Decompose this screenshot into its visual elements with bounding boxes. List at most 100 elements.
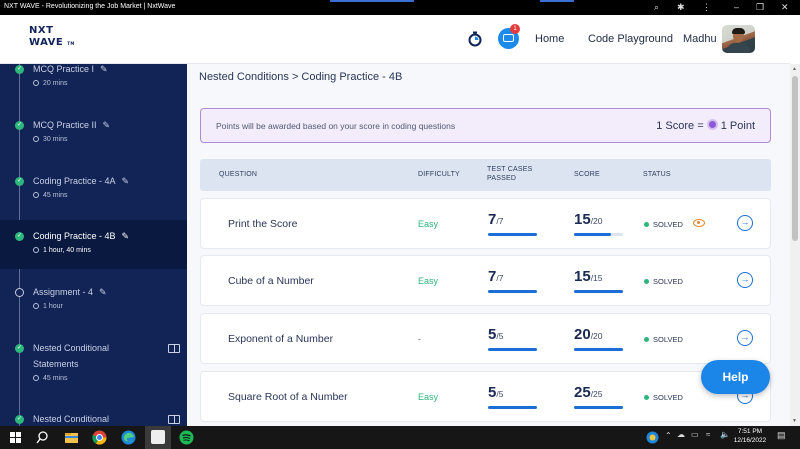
clock-time[interactable]: 7:51 PM (737, 428, 763, 435)
spotify-icon[interactable] (179, 430, 194, 445)
cloud-icon[interactable]: ☁ (677, 430, 685, 439)
sidebar-item-coding-practice-4a[interactable]: ✓ Coding Practice - 4A ✎ 45 mins (0, 168, 187, 218)
test-cases-progress-fill (488, 348, 537, 351)
test-cases-passed: 7/7 (488, 211, 503, 228)
nxtwave-app-icon (151, 430, 165, 444)
check-icon: ✓ (15, 121, 24, 130)
restore-icon[interactable]: ❐ (756, 2, 765, 12)
clock-icon (33, 303, 39, 309)
score-count: 20 (574, 326, 591, 343)
wifi-icon[interactable]: ≈ (706, 430, 711, 439)
question-title[interactable]: Square Root of a Number (228, 391, 348, 403)
table-row[interactable]: Exponent of a Number - 5/5 20/20 SOLVED → (200, 313, 771, 364)
sidebar-item-nested-conditional[interactable]: ✓ Nested Conditional (0, 406, 187, 426)
table-row[interactable]: Cube of a Number Easy 7/7 15/15 SOLVED → (200, 255, 771, 306)
window-title: NXT WAVE - Revolutionizing the Job Marke… (4, 3, 176, 10)
question-title[interactable]: Exponent of a Number (228, 333, 334, 345)
edit-icon[interactable]: ✎ (121, 176, 130, 186)
score-total: /15 (590, 273, 603, 283)
edit-icon[interactable]: ✎ (100, 64, 108, 74)
nav-code-playground[interactable]: Code Playground (588, 33, 674, 45)
scrollbar-thumb[interactable] (792, 76, 798, 241)
close-icon[interactable]: ✕ (781, 2, 789, 12)
question-title[interactable]: Print the Score (228, 218, 298, 230)
edit-icon[interactable]: ✎ (99, 287, 107, 297)
points-info-banner: Points will be awarded based on your sco… (200, 108, 771, 143)
main-content: Nested Conditions > Coding Practice - 4B… (187, 64, 790, 426)
chrome-icon[interactable] (92, 430, 107, 445)
test-cases-count: 7 (488, 268, 497, 285)
sidebar-item-label: Nested Conditional (33, 414, 110, 424)
clock-icon (33, 80, 39, 86)
question-title[interactable]: Cube of a Number (228, 275, 314, 287)
score-count: 15 (574, 211, 591, 228)
arrow-right-icon[interactable]: → (737, 330, 753, 346)
book-icon[interactable] (168, 344, 180, 353)
test-cases-progress-fill (488, 406, 537, 409)
score-progress-bar (574, 233, 623, 236)
status-badge: SOLVED (644, 393, 683, 402)
chat-icon[interactable]: 1 (498, 24, 520, 49)
book-icon[interactable] (168, 415, 180, 424)
battery-icon[interactable]: ▭ (691, 430, 699, 439)
score-progress-fill (574, 233, 611, 236)
notifications-icon[interactable]: ▤ (777, 430, 786, 440)
test-cases-progress-fill (488, 290, 537, 293)
nxtwave-logo[interactable]: NXT WAVE TM (29, 25, 75, 50)
test-cases-count: 7 (488, 211, 497, 228)
sidebar-item-duration: 30 mins (43, 136, 68, 143)
edge-icon[interactable] (121, 430, 136, 445)
status-badge: SOLVED (644, 277, 683, 286)
check-icon: ✓ (15, 177, 24, 186)
search-icon[interactable] (36, 430, 49, 445)
file-explorer-icon[interactable] (64, 430, 79, 445)
help-button[interactable]: Help (701, 360, 770, 394)
page-scrollbar[interactable]: ▲ ▼ (790, 64, 800, 426)
sidebar-item-duration: 1 hour, 40 mins (43, 247, 91, 254)
score-progress-bar (574, 406, 623, 409)
test-cases-total: /5 (496, 389, 504, 399)
test-cases-progress-bar (488, 406, 537, 409)
table-row[interactable]: Print the Score Easy 7/7 15/20 SOLVED → (200, 198, 771, 249)
edit-icon[interactable]: ✎ (121, 231, 130, 241)
arrow-right-icon[interactable]: → (737, 215, 753, 231)
sidebar-item-nested-conditional-statements[interactable]: ✓ Nested Conditional Statements 45 mins (0, 335, 187, 405)
sidebar-item-assignment-4[interactable]: Assignment - 4 ✎ 1 hour (0, 279, 187, 329)
nav-user-name[interactable]: Madhu (683, 33, 717, 45)
scroll-up-icon[interactable]: ▲ (792, 66, 797, 72)
chevron-up-icon[interactable]: ⌃ (665, 431, 672, 440)
zoom-icon[interactable]: ⌕ (654, 2, 660, 12)
windows-start-icon[interactable] (9, 430, 22, 445)
col-score: SCORE (574, 171, 600, 178)
clock-date[interactable]: 12/16/2022 (733, 437, 767, 444)
score-progress-bar (574, 290, 623, 293)
sidebar-item-label: Assignment - 4 (33, 287, 94, 297)
test-cases-count: 5 (488, 326, 497, 343)
minimize-icon[interactable]: – (734, 2, 740, 12)
status-dot-icon (644, 222, 649, 227)
sidebar-item-coding-practice-4b[interactable]: ✓ Coding Practice - 4B ✎ 1 hour, 40 mins (0, 220, 187, 269)
test-cases-total: /7 (496, 216, 504, 226)
table-row[interactable]: Square Root of a Number Easy 5/5 25/25 SOLVE… (200, 371, 771, 422)
sidebar-item-mcq-practice-1[interactable]: ✓ MCQ Practice I ✎ 20 mins (0, 64, 187, 106)
help-tray-icon[interactable] (645, 430, 660, 445)
score-total: /25 (590, 389, 603, 399)
eye-icon[interactable] (693, 219, 705, 227)
test-cases-passed: 5/5 (488, 384, 503, 401)
test-cases-progress-bar (488, 233, 537, 236)
scroll-down-icon[interactable]: ▼ (792, 418, 797, 424)
sidebar-item-mcq-practice-2[interactable]: ✓ MCQ Practice II ✎ 30 mins (0, 112, 187, 162)
menu-dots-icon[interactable]: ⋮ (702, 2, 711, 12)
stopwatch-icon[interactable] (467, 31, 483, 47)
nav-home[interactable]: Home (535, 33, 565, 45)
col-status: STATUS (643, 171, 671, 178)
nxtwave-taskbar-app[interactable] (145, 426, 171, 449)
arrow-right-icon[interactable]: → (737, 272, 753, 288)
extensions-icon[interactable]: ✱ (677, 2, 685, 12)
check-icon: ✓ (15, 65, 24, 74)
volume-icon[interactable]: 🔈 (720, 430, 730, 439)
point-label: 1 Point (720, 120, 755, 132)
avatar[interactable] (722, 25, 755, 53)
edit-icon[interactable]: ✎ (102, 120, 111, 130)
test-cases-total: /7 (496, 273, 504, 283)
